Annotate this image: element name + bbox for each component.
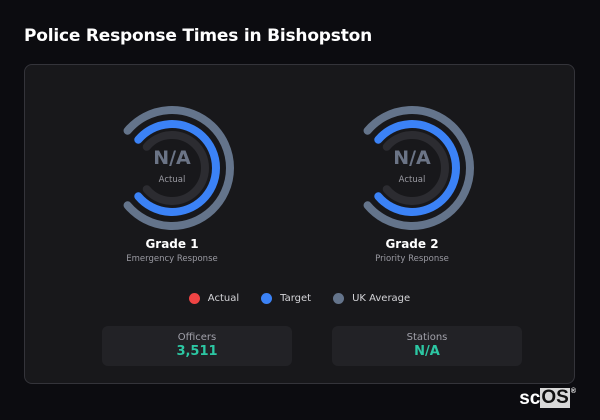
stat-label: Officers	[177, 332, 217, 343]
response-card: N/A Actual Grade 1 Emergency Response N/…	[24, 64, 575, 384]
gauge-grade-1: N/A Actual Grade 1 Emergency Response	[92, 103, 252, 264]
gauge-description: Priority Response	[375, 254, 449, 264]
legend-item-target: Target	[261, 293, 311, 304]
red-dot-icon	[188, 293, 200, 304]
legend-item-actual: Actual	[188, 293, 240, 304]
target-arc	[374, 120, 460, 216]
stat-value: 3,511	[176, 344, 218, 359]
actual-track-arc	[142, 131, 209, 205]
target-arc	[134, 120, 220, 216]
uk-average-arc	[123, 106, 234, 230]
gauge-rings	[123, 106, 234, 230]
gauge-grade-2: N/A Actual Grade 2 Priority Response	[332, 103, 492, 264]
page-title: Police Response Times in Bishopston	[24, 26, 373, 46]
legend-label: Target	[280, 293, 312, 304]
logo-text: sc	[519, 388, 541, 409]
gauge-sublabel: Actual	[158, 175, 186, 185]
stat-stations: Stations N/A	[332, 326, 522, 366]
gray-dot-icon	[333, 293, 345, 304]
stat-officers: Officers 3,511	[102, 326, 292, 366]
actual-track-arc	[382, 131, 449, 205]
stat-value: N/A	[414, 344, 440, 359]
gauge-description: Emergency Response	[126, 254, 218, 264]
registered-mark: ®	[570, 388, 576, 395]
logo-text-boxed: OS	[540, 387, 570, 408]
legend-label: UK Average	[352, 293, 411, 304]
gauge-name: Grade 2	[385, 237, 439, 251]
uk-average-arc	[363, 106, 474, 230]
gauge-name: Grade 1	[145, 237, 199, 251]
gauge-sublabel: Actual	[398, 175, 426, 185]
legend: Actual Target UK Average	[25, 293, 574, 304]
stat-label: Stations	[406, 332, 448, 343]
gauge-value: N/A	[153, 147, 191, 169]
legend-label: Actual	[207, 293, 240, 304]
blue-dot-icon	[261, 293, 273, 304]
legend-item-uk-average: UK Average	[333, 293, 410, 304]
scos-logo: sc OS ®	[519, 388, 576, 410]
gauge-value: N/A	[393, 147, 431, 169]
gauge-rings	[363, 106, 474, 230]
